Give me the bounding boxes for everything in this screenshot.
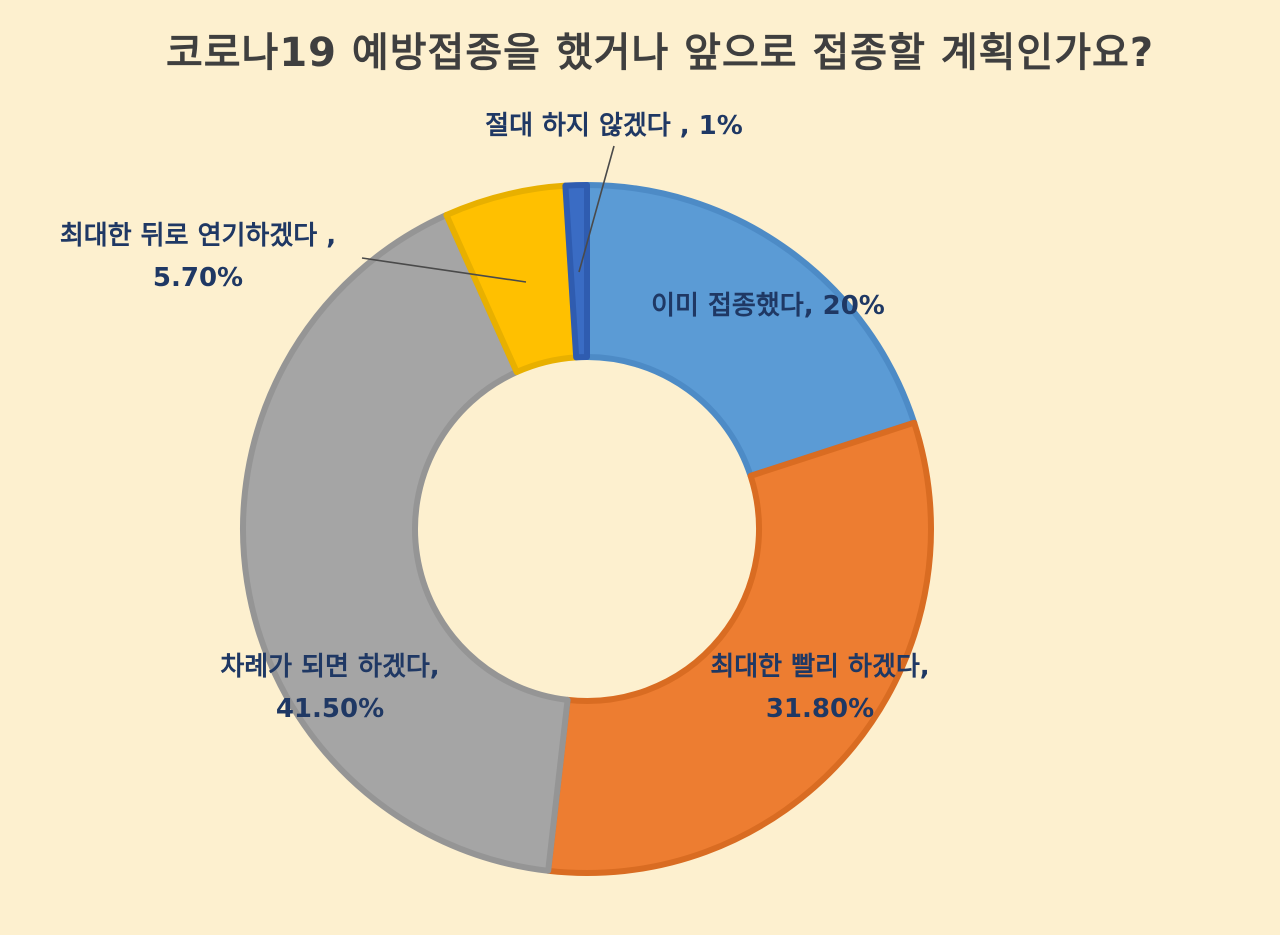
data-label-3: 차례가 되면 하겠다, 41.50% — [220, 652, 439, 724]
data-label-1: 이미 접종했다, 20% — [651, 291, 885, 321]
data-labels: 이미 접종했다, 20% 최대한 빨리 하겠다, 31.80% 차례가 되면 하겠다,… — [60, 111, 930, 724]
data-label-2: 최대한 빨리 하겠다, 31.80% — [710, 652, 929, 724]
leader-lines — [361, 145, 615, 283]
donut-slice-5 — [562, 182, 590, 361]
leader-line-5 — [578, 145, 615, 273]
donut-slice-1 — [584, 182, 918, 479]
leader-line-4 — [361, 257, 527, 283]
donut-slices — [240, 182, 934, 876]
chart-title: 코로나19 예방접종을 했거나 앞으로 접종할 계획인가요? — [166, 30, 1154, 76]
data-label-5: 절대 하지 않겠다 , 1% — [485, 111, 743, 141]
donut-slice-3 — [240, 212, 571, 874]
donut-slice-2 — [545, 419, 934, 876]
data-label-4: 최대한 뒤로 연기하겠다 , 5.70% — [60, 221, 336, 293]
